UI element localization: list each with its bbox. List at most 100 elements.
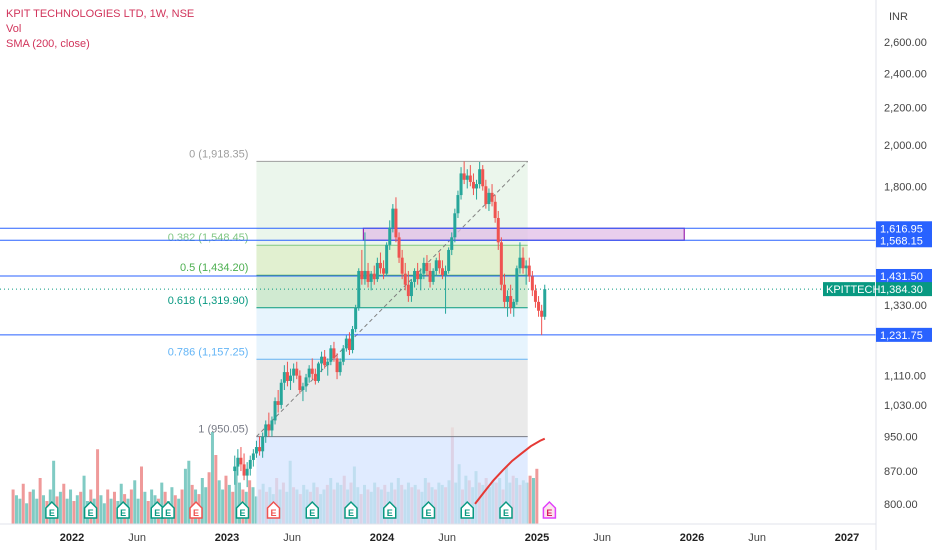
price-tick: 950.00 <box>884 432 918 444</box>
earnings-marker[interactable]: E <box>161 500 175 519</box>
candle <box>258 436 262 456</box>
earnings-marker-shape <box>266 500 281 519</box>
candle <box>465 169 469 189</box>
price-tag-bg <box>876 221 932 236</box>
candle <box>518 242 522 274</box>
candle <box>320 351 324 373</box>
volume-bar <box>531 478 535 524</box>
volume-bar <box>129 489 133 524</box>
candle-body <box>409 281 413 297</box>
candle-body <box>465 175 469 180</box>
candle <box>298 370 302 394</box>
fibonacci-retracement[interactable]: 0 (1,918.35) 0.382 (1,548.45) 0.5 (1,434.2… <box>168 148 529 524</box>
earnings-marker[interactable]: E <box>116 500 130 519</box>
candle-body <box>326 361 330 366</box>
candle <box>354 304 358 333</box>
earnings-marker-shape <box>161 500 175 519</box>
candle-body <box>254 447 258 454</box>
candle <box>540 304 544 336</box>
time-tick: Jun <box>593 532 611 544</box>
earnings-marker[interactable]: E <box>460 500 474 519</box>
fib-trendline[interactable] <box>256 160 529 437</box>
candle-body <box>493 201 497 218</box>
candle-body <box>242 464 246 476</box>
candle <box>444 265 448 314</box>
volume-bar <box>112 491 116 524</box>
candle-body <box>416 270 420 280</box>
earnings-marker[interactable]: E <box>421 500 436 519</box>
candle <box>431 268 435 285</box>
earnings-marker-shape <box>421 500 436 519</box>
candle <box>409 279 413 302</box>
volume-bar <box>72 501 76 524</box>
earnings-marker-label: E <box>165 508 171 518</box>
candle <box>270 416 274 437</box>
candle <box>502 273 506 308</box>
candle-body <box>397 237 401 258</box>
time-tick: 2023 <box>215 532 239 544</box>
candle <box>428 262 432 288</box>
candle <box>400 249 404 280</box>
candle <box>242 453 246 481</box>
earnings-marker-label: E <box>120 508 126 518</box>
supply-zone-rectangle[interactable] <box>362 227 685 241</box>
earnings-marker[interactable]: E <box>83 500 98 519</box>
candle-body <box>295 368 299 376</box>
candle-body <box>437 260 441 269</box>
candle <box>264 420 268 443</box>
earnings-marker[interactable]: E <box>383 500 397 519</box>
fib-label-0.786: 0.786 (1,157.25) <box>168 346 249 358</box>
last-price-tag-bg <box>876 282 932 297</box>
candle-body <box>499 242 503 285</box>
candle-body <box>502 284 506 302</box>
earnings-marker[interactable]: E <box>344 500 358 519</box>
candle <box>537 296 541 317</box>
candle-body <box>385 244 389 274</box>
time-tick: Jun <box>748 532 766 544</box>
fib-zone-0.5-0.618 <box>256 275 528 308</box>
volume-bar <box>31 489 35 524</box>
candle <box>273 397 277 425</box>
candle <box>366 262 370 288</box>
candle-body <box>329 348 333 362</box>
earnings-marker[interactable]: E <box>45 500 59 519</box>
candle-body <box>447 249 451 271</box>
candle-body <box>279 382 283 405</box>
volume-bar <box>231 491 235 524</box>
earnings-marker[interactable]: E <box>305 500 319 519</box>
candle <box>248 455 252 476</box>
time-tick: 2027 <box>835 532 859 544</box>
candle <box>527 257 531 282</box>
volume-bar <box>58 491 62 524</box>
candle <box>254 440 258 458</box>
price-tick: 2,600.00 <box>884 37 927 49</box>
vol-indicator-label[interactable]: Vol <box>6 23 22 35</box>
sma-line <box>474 437 546 505</box>
earnings-marker[interactable]: E <box>499 500 513 519</box>
earnings-marker[interactable]: E <box>266 500 281 519</box>
price-tag-text: 1,431.50 <box>880 271 923 283</box>
price-tick: 1,110.00 <box>884 371 926 383</box>
volume-bar <box>11 489 15 524</box>
horizontal-lines[interactable] <box>0 227 876 336</box>
volume-bar <box>35 498 39 524</box>
volume-bar <box>18 498 22 524</box>
candle-body <box>338 361 342 373</box>
sma-indicator-label[interactable]: SMA (200, close) <box>6 38 90 50</box>
earnings-marker[interactable]: E <box>542 500 557 519</box>
symbol-title[interactable]: KPIT TECHNOLOGIES LTD, 1W, NSE <box>6 8 195 20</box>
earnings-marker-shape <box>499 500 513 519</box>
earnings-marker[interactable]: E <box>189 500 203 519</box>
volume-bar <box>14 495 18 524</box>
candle-body <box>258 447 262 452</box>
candle <box>292 363 296 383</box>
earnings-marker[interactable]: E <box>235 500 250 519</box>
candle <box>437 252 441 274</box>
candle <box>512 298 516 317</box>
volume-bar <box>217 480 221 524</box>
volume-bar <box>177 498 181 524</box>
price-tick: 870.00 <box>884 466 918 478</box>
